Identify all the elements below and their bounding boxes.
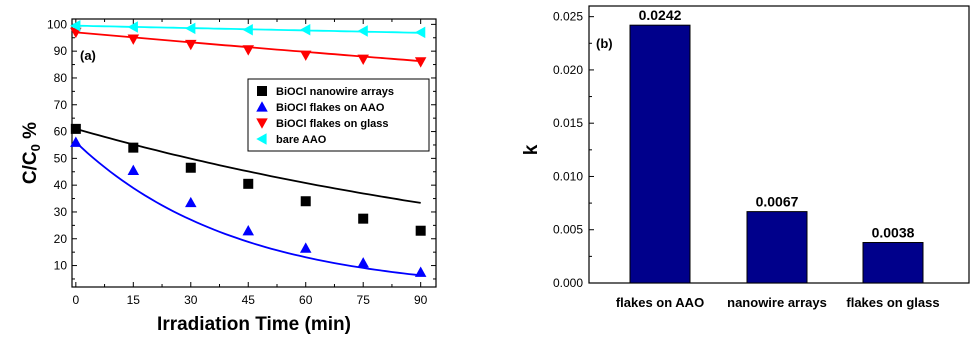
y-tick-label: 90 (54, 44, 68, 58)
data-point-series-0 (358, 213, 369, 224)
legend-marker-series-1 (256, 101, 268, 112)
category-label: flakes on glass (846, 295, 939, 310)
y-tick-label: 0.015 (553, 116, 583, 130)
data-point-series-1 (357, 257, 369, 268)
data-point-series-2 (357, 54, 369, 65)
legend-box (247, 78, 430, 152)
data-point-series-1 (185, 196, 197, 208)
y-tick-label: 0.005 (553, 223, 583, 237)
data-point-series-2 (242, 45, 255, 56)
y-axis-label-a: C/C0 % (20, 122, 43, 184)
x-tick-label: 75 (357, 293, 371, 307)
bar-value-label: 0.0038 (872, 225, 915, 241)
legend-label-series-2: BiOCl flakes on glass (276, 118, 388, 130)
data-point-series-2 (414, 57, 427, 68)
plot-frame-a (71, 18, 437, 288)
data-point-series-2 (185, 39, 197, 51)
x-axis-label-a: Irradiation Time (min) (157, 314, 351, 335)
data-point-series-1 (70, 136, 82, 147)
y-tick-label: 50 (54, 151, 68, 165)
y-tick-label: 0.025 (553, 10, 583, 24)
x-tick-label: 90 (414, 293, 428, 307)
data-point-series-0 (243, 178, 254, 189)
category-label: nanowire arrays (727, 295, 827, 310)
bar (746, 211, 808, 284)
x-tick-label: 60 (299, 293, 313, 307)
legend-marker-series-2 (256, 118, 268, 129)
y-tick-label: 60 (54, 125, 68, 139)
y-tick-label: 40 (54, 178, 68, 192)
data-point-series-0 (185, 162, 196, 173)
y-tick-label: 0.010 (553, 169, 583, 183)
x-tick-label: 0 (72, 293, 79, 307)
legend-marker-series-0 (257, 86, 267, 96)
y-tick-label: 0.020 (553, 63, 583, 77)
x-tick-label: 30 (184, 293, 198, 307)
data-point-series-0 (70, 123, 81, 134)
data-point-series-3 (299, 23, 311, 36)
data-point-series-2 (299, 50, 312, 61)
data-point-series-0 (415, 225, 426, 236)
x-tick-label: 45 (242, 293, 256, 307)
panel-label-b: (b) (596, 36, 613, 51)
data-point-series-3 (185, 22, 196, 35)
data-point-series-3 (357, 25, 368, 37)
x-tick-label: 15 (127, 293, 141, 307)
bar (629, 24, 691, 284)
legend-marker-series-3 (256, 133, 267, 145)
bar (862, 242, 924, 284)
y-tick-label: 30 (54, 205, 68, 219)
data-point-series-1 (127, 164, 140, 176)
data-point-series-1 (242, 224, 255, 236)
y-tick-label: 100 (47, 17, 67, 31)
bar-value-label: 0.0242 (639, 7, 682, 23)
y-tick-label: 10 (54, 259, 68, 273)
legend-a: BiOCl nanowire arrays BiOCl flakes on AAO… (247, 78, 430, 152)
legend-label-series-0: BiOCl nanowire arrays (276, 86, 394, 98)
legend-label-series-1: BiOCl flakes on AAO (276, 102, 385, 114)
y-axis-label-b: k (521, 144, 542, 155)
panel-b: 0.000 0.005 0.010 0.015 0.020 0.025 0.0242 fla… (521, 5, 970, 310)
y-tick-label: 70 (54, 98, 68, 112)
y-tick-label: 0.000 (553, 276, 583, 290)
y-tick-label: 80 (54, 71, 68, 85)
data-point-series-1 (414, 266, 427, 277)
data-point-series-3 (242, 23, 253, 36)
bar-value-label: 0.0067 (756, 194, 799, 210)
y-tick-label: 20 (54, 232, 68, 246)
data-point-series-3 (70, 19, 81, 32)
legend-label-series-3: bare AAO (276, 134, 327, 146)
fit-line-series-1 (75, 141, 421, 277)
category-label: flakes on AAO (616, 295, 704, 310)
data-point-series-3 (127, 21, 138, 33)
data-point-series-2 (127, 34, 140, 45)
data-point-series-0 (128, 142, 139, 153)
panel-label-a: (a) (80, 48, 96, 63)
data-point-series-1 (299, 242, 312, 253)
data-point-series-0 (300, 196, 311, 207)
panel-a: 0 15 30 45 60 75 90 10 20 30 40 50 60 70 80 90 100 (a) I… (20, 17, 437, 335)
data-point-series-3 (414, 26, 426, 39)
